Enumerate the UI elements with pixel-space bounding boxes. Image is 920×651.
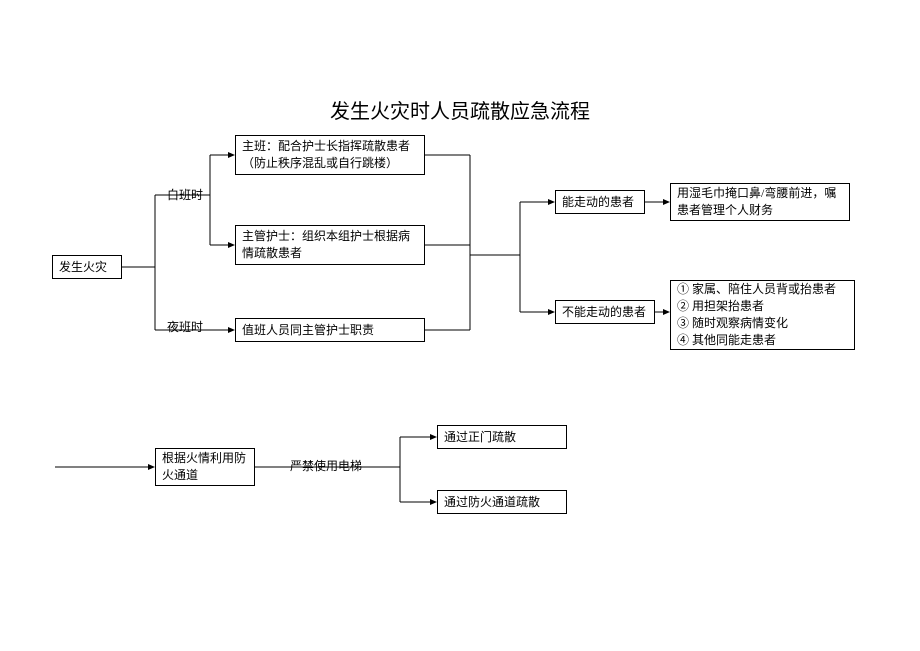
node-n9-text: 通过正门疏散 [444,429,516,446]
node-start-text: 发生火灾 [59,259,107,276]
node-n6: 用湿毛巾掩口鼻/弯腰前进，嘱患者管理个人财务 [670,183,850,221]
node-n3-text: 值班人员同主管护士职责 [242,322,374,339]
node-n2-text: 主管护士：组织本组护士根据病情疏散患者 [242,228,418,262]
node-n1: 主班：配合护士长指挥疏散患者（防止秩序混乱或自行跳楼） [235,135,425,175]
node-n3: 值班人员同主管护士职责 [235,318,425,342]
node-n8-text: 根据火情利用防火通道 [162,450,248,484]
node-n6-text: 用湿毛巾掩口鼻/弯腰前进，嘱患者管理个人财务 [677,185,843,219]
node-n7: ① 家属、陪住人员背或抬患者 ② 用担架抬患者 ③ 随时观察病情变化 ④ 其他同… [670,280,855,350]
node-n2: 主管护士：组织本组护士根据病情疏散患者 [235,225,425,265]
node-n4: 能走动的患者 [555,190,645,214]
node-n5-text: 不能走动的患者 [562,304,646,321]
diagram-title: 发生火灾时人员疏散应急流程 [0,95,920,124]
node-n7-text: ① 家属、陪住人员背或抬患者 ② 用担架抬患者 ③ 随时观察病情变化 ④ 其他同… [677,281,836,348]
node-n4-text: 能走动的患者 [562,194,634,211]
node-n8: 根据火情利用防火通道 [155,448,255,486]
node-n5: 不能走动的患者 [555,300,655,324]
node-n9: 通过正门疏散 [437,425,567,449]
label-no-elevator: 严禁使用电梯 [290,457,362,474]
label-nightshift: 夜班时 [167,318,203,335]
label-dayshift: 白班时 [167,186,203,203]
node-n10: 通过防火通道疏散 [437,490,567,514]
node-n10-text: 通过防火通道疏散 [444,494,540,511]
node-start: 发生火灾 [52,255,122,279]
node-n1-text: 主班：配合护士长指挥疏散患者（防止秩序混乱或自行跳楼） [242,138,418,172]
